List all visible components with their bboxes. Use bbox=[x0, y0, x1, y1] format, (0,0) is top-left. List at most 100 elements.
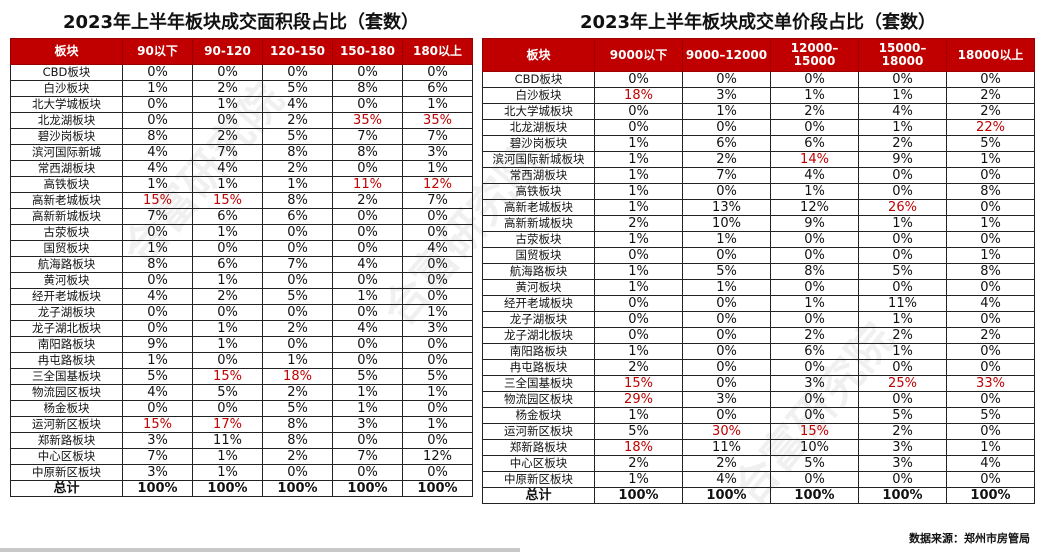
total-cell: 100% bbox=[946, 487, 1035, 504]
percent-cell: 0% bbox=[402, 288, 473, 305]
column-header-sector: 板块 bbox=[482, 38, 595, 72]
percent-cell: 0% bbox=[946, 167, 1035, 184]
percent-cell: 5% bbox=[682, 263, 771, 280]
percent-cell: 2% bbox=[594, 455, 683, 472]
percent-cell: 0% bbox=[122, 272, 193, 289]
sector-name-cell: 古荥板块 bbox=[10, 224, 123, 241]
percent-cell: 6% bbox=[682, 135, 771, 152]
percent-cell: 1% bbox=[332, 288, 403, 305]
sector-name-cell: 北大学城板块 bbox=[10, 96, 123, 113]
column-header: 9000以下 bbox=[594, 38, 683, 72]
percent-cell: 0% bbox=[682, 247, 771, 264]
percent-cell: 0% bbox=[332, 208, 403, 225]
percent-cell: 14% bbox=[770, 151, 859, 168]
sector-name-cell: 龙子湖北板块 bbox=[482, 327, 595, 344]
percent-cell: 1% bbox=[770, 87, 859, 104]
sector-name-cell: 运河新区板块 bbox=[10, 416, 123, 433]
sector-name-cell: 高新新城板块 bbox=[10, 208, 123, 225]
column-header: 90以下 bbox=[122, 38, 193, 65]
column-header: 9000–12000 bbox=[682, 38, 771, 72]
table-row: 南阳路板块 9% 1% 0% 0% 0% bbox=[10, 336, 473, 353]
percent-cell: 6% bbox=[262, 208, 333, 225]
table-row: 古荥板块 1% 1% 0% 0% 0% bbox=[482, 231, 1035, 248]
percent-cell: 5% bbox=[192, 384, 263, 401]
sector-name-cell: 物流园区板块 bbox=[482, 391, 595, 408]
percent-cell: 17% bbox=[192, 416, 263, 433]
sector-name-cell: 龙子湖板块 bbox=[482, 311, 595, 328]
percent-cell: 0% bbox=[402, 224, 473, 241]
percent-cell: 2% bbox=[262, 448, 333, 465]
percent-cell: 0% bbox=[946, 231, 1035, 248]
sector-name-cell: 中心区板块 bbox=[10, 448, 123, 465]
table-row: 白沙板块 1% 2% 5% 8% 6% bbox=[10, 80, 473, 97]
percent-cell: 8% bbox=[946, 263, 1035, 280]
percent-cell: 35% bbox=[332, 112, 403, 129]
sector-name-cell: 航海路板块 bbox=[482, 263, 595, 280]
table-row: 南阳路板块 1% 0% 6% 1% 0% bbox=[482, 343, 1035, 360]
percent-cell: 1% bbox=[594, 279, 683, 296]
percent-cell: 0% bbox=[402, 432, 473, 449]
sector-name-cell: 滨河国际新城 bbox=[10, 144, 123, 161]
percent-cell: 1% bbox=[402, 160, 473, 177]
percent-cell: 15% bbox=[594, 375, 683, 392]
percent-cell: 1% bbox=[770, 295, 859, 312]
table-row: CBD板块 0% 0% 0% 0% 0% bbox=[482, 71, 1035, 88]
table-row: 龙子湖板块 0% 0% 0% 0% 1% bbox=[10, 304, 473, 321]
table-row: 三全国基板块 15% 0% 3% 25% 33% bbox=[482, 375, 1035, 392]
percent-cell: 7% bbox=[402, 192, 473, 209]
table-header-row: 板块 90以下 90-120 120-150 150-180 180以上 bbox=[10, 38, 473, 65]
percent-cell: 22% bbox=[946, 119, 1035, 136]
percent-cell: 0% bbox=[946, 423, 1035, 440]
table-row: 运河新区板块 5% 30% 15% 2% 0% bbox=[482, 423, 1035, 440]
percent-cell: 0% bbox=[332, 304, 403, 321]
table-row: 北大学城板块 0% 1% 2% 4% 2% bbox=[482, 103, 1035, 120]
percent-cell: 0% bbox=[402, 400, 473, 417]
table-row: 龙子湖北板块 0% 0% 2% 2% 2% bbox=[482, 327, 1035, 344]
sector-name-cell: 北龙湖板块 bbox=[10, 112, 123, 129]
sector-name-cell: 杨金板块 bbox=[10, 400, 123, 417]
percent-cell: 3% bbox=[858, 439, 947, 456]
table-row: 高新新城板块 7% 6% 6% 0% 0% bbox=[10, 208, 473, 225]
percent-cell: 0% bbox=[402, 336, 473, 353]
percent-cell: 4% bbox=[192, 160, 263, 177]
percent-cell: 8% bbox=[262, 432, 333, 449]
percent-cell: 2% bbox=[262, 160, 333, 177]
percent-cell: 29% bbox=[594, 391, 683, 408]
sector-name-cell: 三全国基板块 bbox=[482, 375, 595, 392]
percent-cell: 1% bbox=[262, 352, 333, 369]
percent-cell: 0% bbox=[682, 407, 771, 424]
sector-name-cell: 杨金板块 bbox=[482, 407, 595, 424]
percent-cell: 0% bbox=[682, 311, 771, 328]
sector-name-cell: 龙子湖北板块 bbox=[10, 320, 123, 337]
percent-cell: 0% bbox=[682, 359, 771, 376]
percent-cell: 3% bbox=[402, 144, 473, 161]
percent-cell: 0% bbox=[402, 464, 473, 481]
percent-cell: 0% bbox=[594, 71, 683, 88]
percent-cell: 11% bbox=[332, 176, 403, 193]
percent-cell: 0% bbox=[946, 471, 1035, 488]
total-cell: 100% bbox=[192, 480, 263, 497]
percent-cell: 12% bbox=[402, 176, 473, 193]
table-row: 高新老城板块 1% 13% 12% 26% 0% bbox=[482, 199, 1035, 216]
sector-name-cell: 运河新区板块 bbox=[482, 423, 595, 440]
sector-name-cell: 冉屯路板块 bbox=[482, 359, 595, 376]
sector-name-cell: 冉屯路板块 bbox=[10, 352, 123, 369]
percent-cell: 0% bbox=[946, 359, 1035, 376]
percent-cell: 1% bbox=[594, 231, 683, 248]
total-cell: 100% bbox=[402, 480, 473, 497]
percent-cell: 8% bbox=[332, 80, 403, 97]
percent-cell: 7% bbox=[122, 448, 193, 465]
percent-cell: 2% bbox=[946, 327, 1035, 344]
percent-cell: 0% bbox=[594, 311, 683, 328]
percent-cell: 18% bbox=[594, 439, 683, 456]
percent-cell: 15% bbox=[122, 416, 193, 433]
percent-cell: 2% bbox=[332, 192, 403, 209]
sector-name-cell: CBD板块 bbox=[482, 71, 595, 88]
percent-cell: 5% bbox=[262, 128, 333, 145]
percent-cell: 5% bbox=[262, 288, 333, 305]
percent-cell: 0% bbox=[594, 103, 683, 120]
percent-cell: 15% bbox=[192, 192, 263, 209]
percent-cell: 0% bbox=[594, 327, 683, 344]
percent-cell: 11% bbox=[858, 295, 947, 312]
data-source-note: 数据来源：郑州市房管局 bbox=[909, 532, 1030, 545]
